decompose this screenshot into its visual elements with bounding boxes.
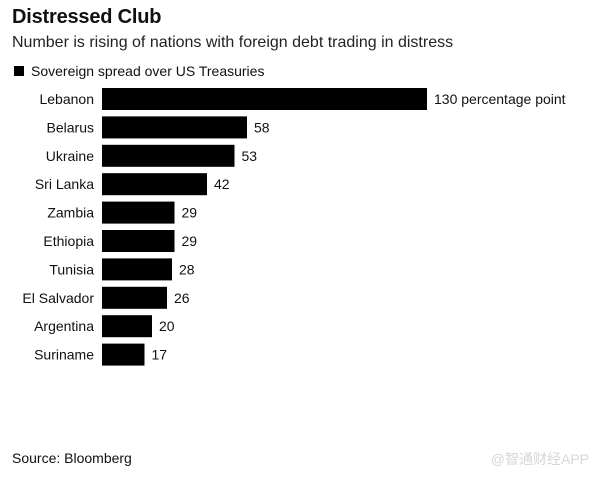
bar [102, 201, 175, 224]
value-label: 26 [174, 290, 190, 306]
category-label: Lebanon [39, 91, 94, 107]
bar [102, 88, 427, 110]
bar [102, 286, 167, 309]
value-label: 130 percentage point [434, 91, 566, 107]
value-label: 53 [242, 148, 258, 164]
value-label: 17 [152, 347, 168, 363]
source-note: Source: Bloomberg [12, 450, 132, 466]
category-label: Belarus [47, 119, 94, 135]
category-label: Tunisia [49, 261, 94, 277]
bar [102, 315, 152, 338]
bar [102, 173, 207, 196]
legend-swatch [14, 66, 24, 76]
category-label: El Salvador [22, 290, 94, 306]
bar [102, 230, 175, 252]
legend-label: Sovereign spread over US Treasuries [31, 63, 265, 79]
watermark: @智通财经APP [490, 451, 589, 467]
category-label: Ethiopia [43, 233, 94, 249]
bar [102, 258, 172, 281]
value-label: 42 [214, 176, 230, 192]
value-label: 28 [179, 261, 195, 277]
category-label: Suriname [34, 347, 94, 363]
bar [102, 116, 247, 139]
value-label: 29 [182, 205, 198, 221]
chart-subtitle: Number is rising of nations with foreign… [12, 34, 454, 51]
chart-legend: Sovereign spread over US Treasuries [14, 62, 264, 80]
value-label: 29 [182, 233, 198, 249]
chart-title: Distressed Club [12, 6, 162, 28]
category-label: Ukraine [46, 148, 94, 164]
category-label: Argentina [34, 318, 94, 334]
category-label: Zambia [47, 205, 94, 221]
value-label: 20 [159, 318, 175, 334]
bar [102, 343, 145, 366]
bar [102, 144, 235, 167]
value-label: 58 [254, 119, 270, 135]
category-label: Sri Lanka [35, 176, 94, 192]
